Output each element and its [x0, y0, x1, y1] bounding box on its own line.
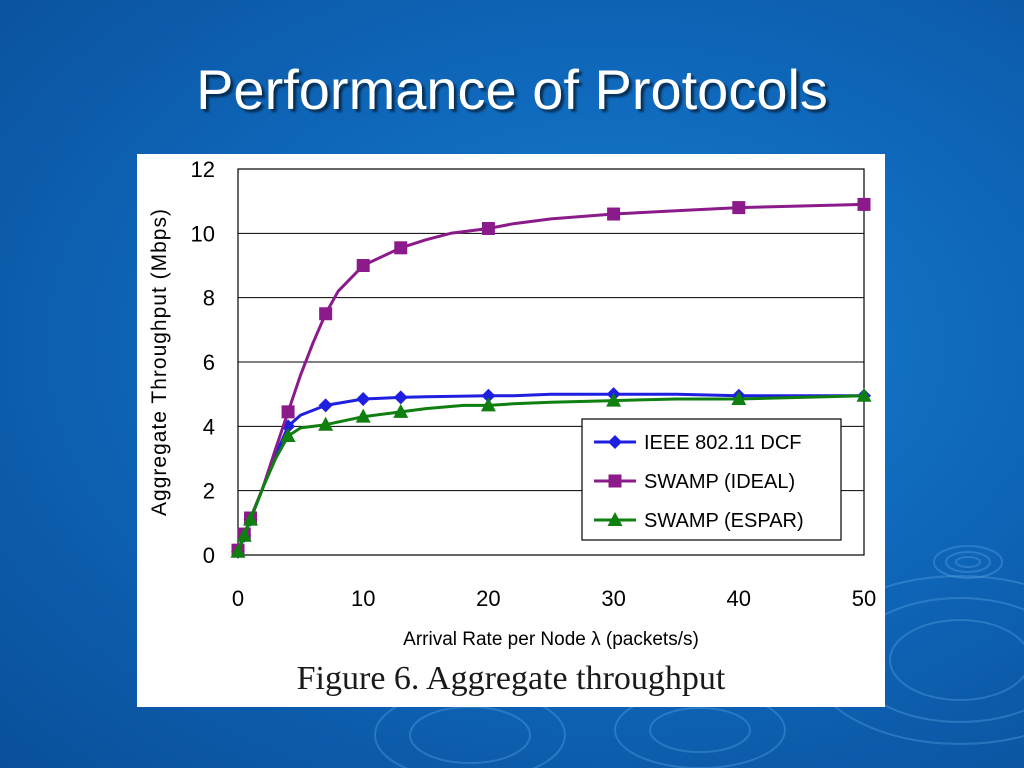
axis-ticks: 0 2 4 6 8 10 12 0 10 20 30 40 50 — [191, 157, 877, 611]
data-point — [857, 197, 871, 211]
y-tick-label: 10 — [191, 221, 215, 246]
y-tick-label: 8 — [203, 286, 215, 311]
series-2 — [230, 387, 872, 558]
data-point — [281, 405, 295, 419]
data-point — [732, 201, 746, 215]
throughput-chart: 0 2 4 6 8 10 12 0 10 20 30 40 50 Aggregate Throughpu… — [148, 157, 877, 650]
y-tick-label: 2 — [203, 479, 215, 504]
data-point — [356, 391, 371, 406]
y-tick-label: 4 — [203, 414, 215, 439]
data-point — [606, 392, 622, 407]
data-point — [243, 511, 259, 526]
data-point — [394, 241, 408, 255]
data-point — [480, 397, 496, 412]
series-line — [236, 202, 866, 552]
data-point — [318, 398, 333, 413]
data-point — [355, 408, 371, 423]
x-tick-label: 50 — [852, 586, 876, 611]
legend-label: SWAMP (ESPAR) — [644, 510, 804, 532]
data-point — [856, 387, 872, 402]
data-point — [318, 416, 334, 431]
legend-swatch-marker — [608, 474, 622, 488]
legend-swatch-marker — [608, 435, 622, 449]
data-point — [481, 388, 496, 403]
x-axis-label-group: Arrival Rate per Node λ (packets/s) — [403, 629, 699, 650]
y-tick-label: 0 — [203, 543, 215, 568]
data-point — [236, 527, 252, 542]
x-tick-label: 20 — [476, 586, 500, 611]
data-point — [393, 403, 409, 418]
data-point — [319, 307, 333, 321]
plot-area-frame — [237, 168, 865, 556]
legend-swatch-marker — [607, 512, 623, 526]
x-tick-label: 30 — [601, 586, 625, 611]
data-point — [230, 543, 246, 558]
figure-caption: Figure 6. Aggregate throughput — [296, 660, 726, 697]
series-layer — [230, 197, 872, 559]
data-point — [607, 207, 621, 221]
legend: IEEE 802.11 DCF SWAMP (IDEAL) SWAMP (ESPAR… — [581, 418, 842, 541]
x-tick-label: 0 — [232, 586, 244, 611]
data-point — [393, 390, 408, 405]
data-point — [481, 222, 495, 236]
data-point — [731, 390, 747, 405]
y-tick-label: 12 — [191, 157, 215, 182]
y-axis-label: Aggregate Throughput (Mbps) — [148, 208, 171, 516]
y-tick-label: 6 — [203, 350, 215, 375]
legend-label: IEEE 802.11 DCF — [644, 432, 801, 454]
x-tick-label: 10 — [351, 586, 375, 611]
x-axis-label: Arrival Rate per Node λ (packets/s) — [403, 629, 699, 650]
y-axis-label-group: Aggregate Throughput (Mbps) — [148, 208, 171, 516]
slide-title: Performance of Protocols — [196, 58, 828, 121]
figure-panel: 0 2 4 6 8 10 12 0 10 20 30 40 50 Aggregate Throughpu… — [137, 154, 885, 707]
data-point — [356, 259, 370, 272]
data-point — [280, 427, 296, 442]
x-tick-label: 40 — [727, 586, 751, 611]
legend-label: SWAMP (IDEAL) — [644, 471, 795, 493]
